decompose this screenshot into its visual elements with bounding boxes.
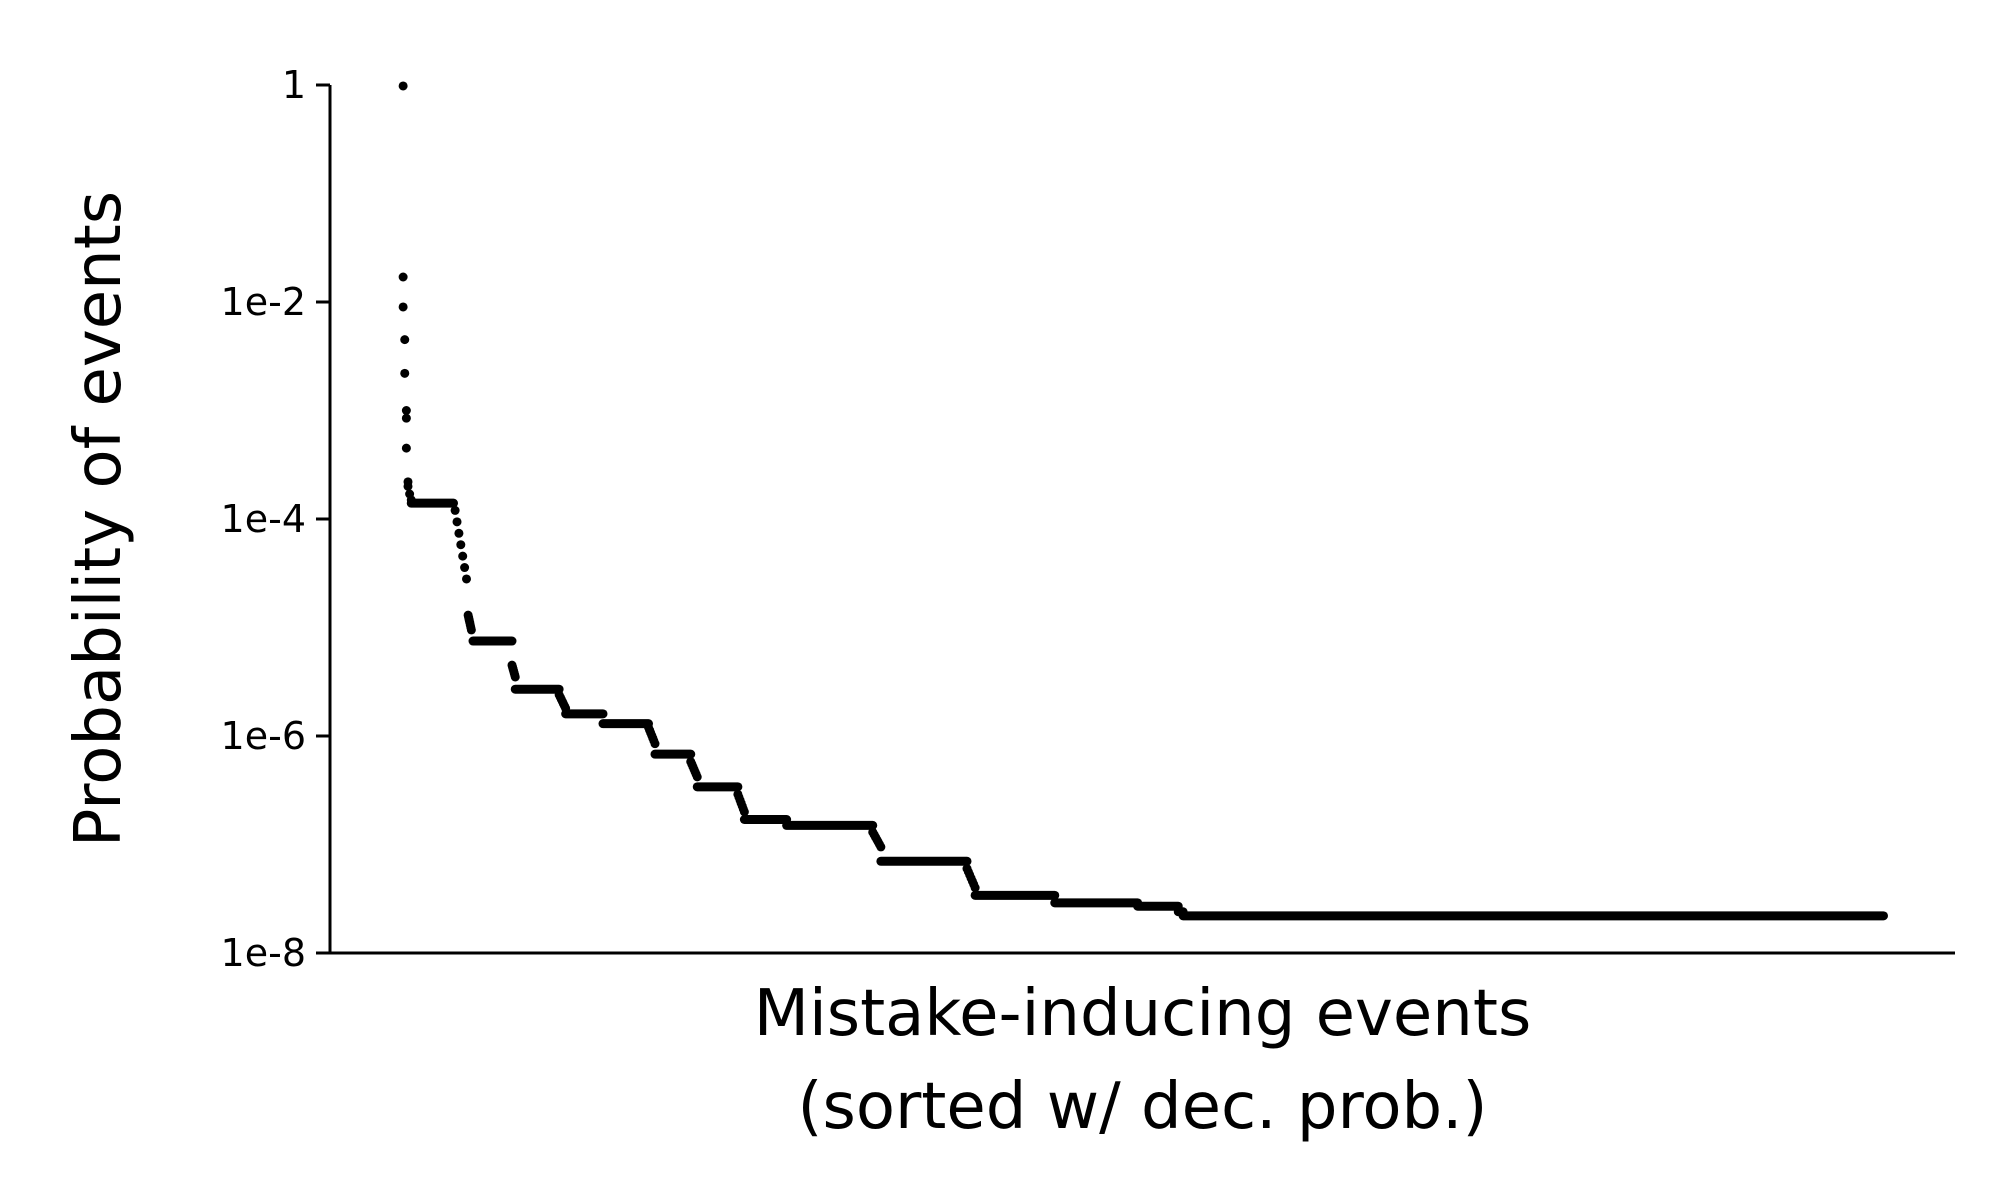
data-point bbox=[876, 842, 886, 852]
data-point bbox=[650, 739, 660, 749]
data-point bbox=[403, 481, 413, 491]
data-point bbox=[456, 540, 466, 550]
x-axis-title-line-1: Mistake-inducing events bbox=[754, 977, 1532, 1051]
data-point bbox=[970, 883, 980, 893]
data-point bbox=[452, 517, 462, 527]
data-point bbox=[739, 807, 749, 817]
data-point bbox=[466, 625, 476, 635]
data-point bbox=[458, 551, 468, 561]
data-point bbox=[398, 272, 408, 282]
data-point bbox=[401, 413, 411, 423]
plot-marks bbox=[398, 81, 1888, 921]
y-tick-label: 1e-6 bbox=[221, 714, 306, 758]
x-axis-title-line-2: (sorted w/ dec. prob.) bbox=[798, 1070, 1488, 1144]
y-tick-label: 1e-4 bbox=[221, 497, 306, 541]
y-tick-label: 1e-8 bbox=[221, 931, 306, 975]
data-point bbox=[398, 302, 408, 312]
data-point bbox=[454, 528, 464, 538]
data-point bbox=[400, 368, 410, 378]
data-point bbox=[400, 335, 410, 345]
data-point bbox=[692, 772, 702, 782]
y-tick-label: 1e-2 bbox=[221, 280, 306, 324]
data-point bbox=[401, 406, 411, 415]
y-tick-label: 1 bbox=[282, 63, 306, 107]
data-point bbox=[462, 574, 471, 584]
data-point bbox=[450, 505, 460, 515]
data-point bbox=[398, 81, 408, 91]
y-ticks: 1 1e-2 1e-4 1e-6 1e-8 bbox=[221, 63, 330, 975]
y-axis-title: Probability of events bbox=[62, 191, 136, 847]
data-point bbox=[510, 672, 520, 682]
data-point bbox=[460, 563, 470, 573]
data-point bbox=[401, 443, 411, 453]
